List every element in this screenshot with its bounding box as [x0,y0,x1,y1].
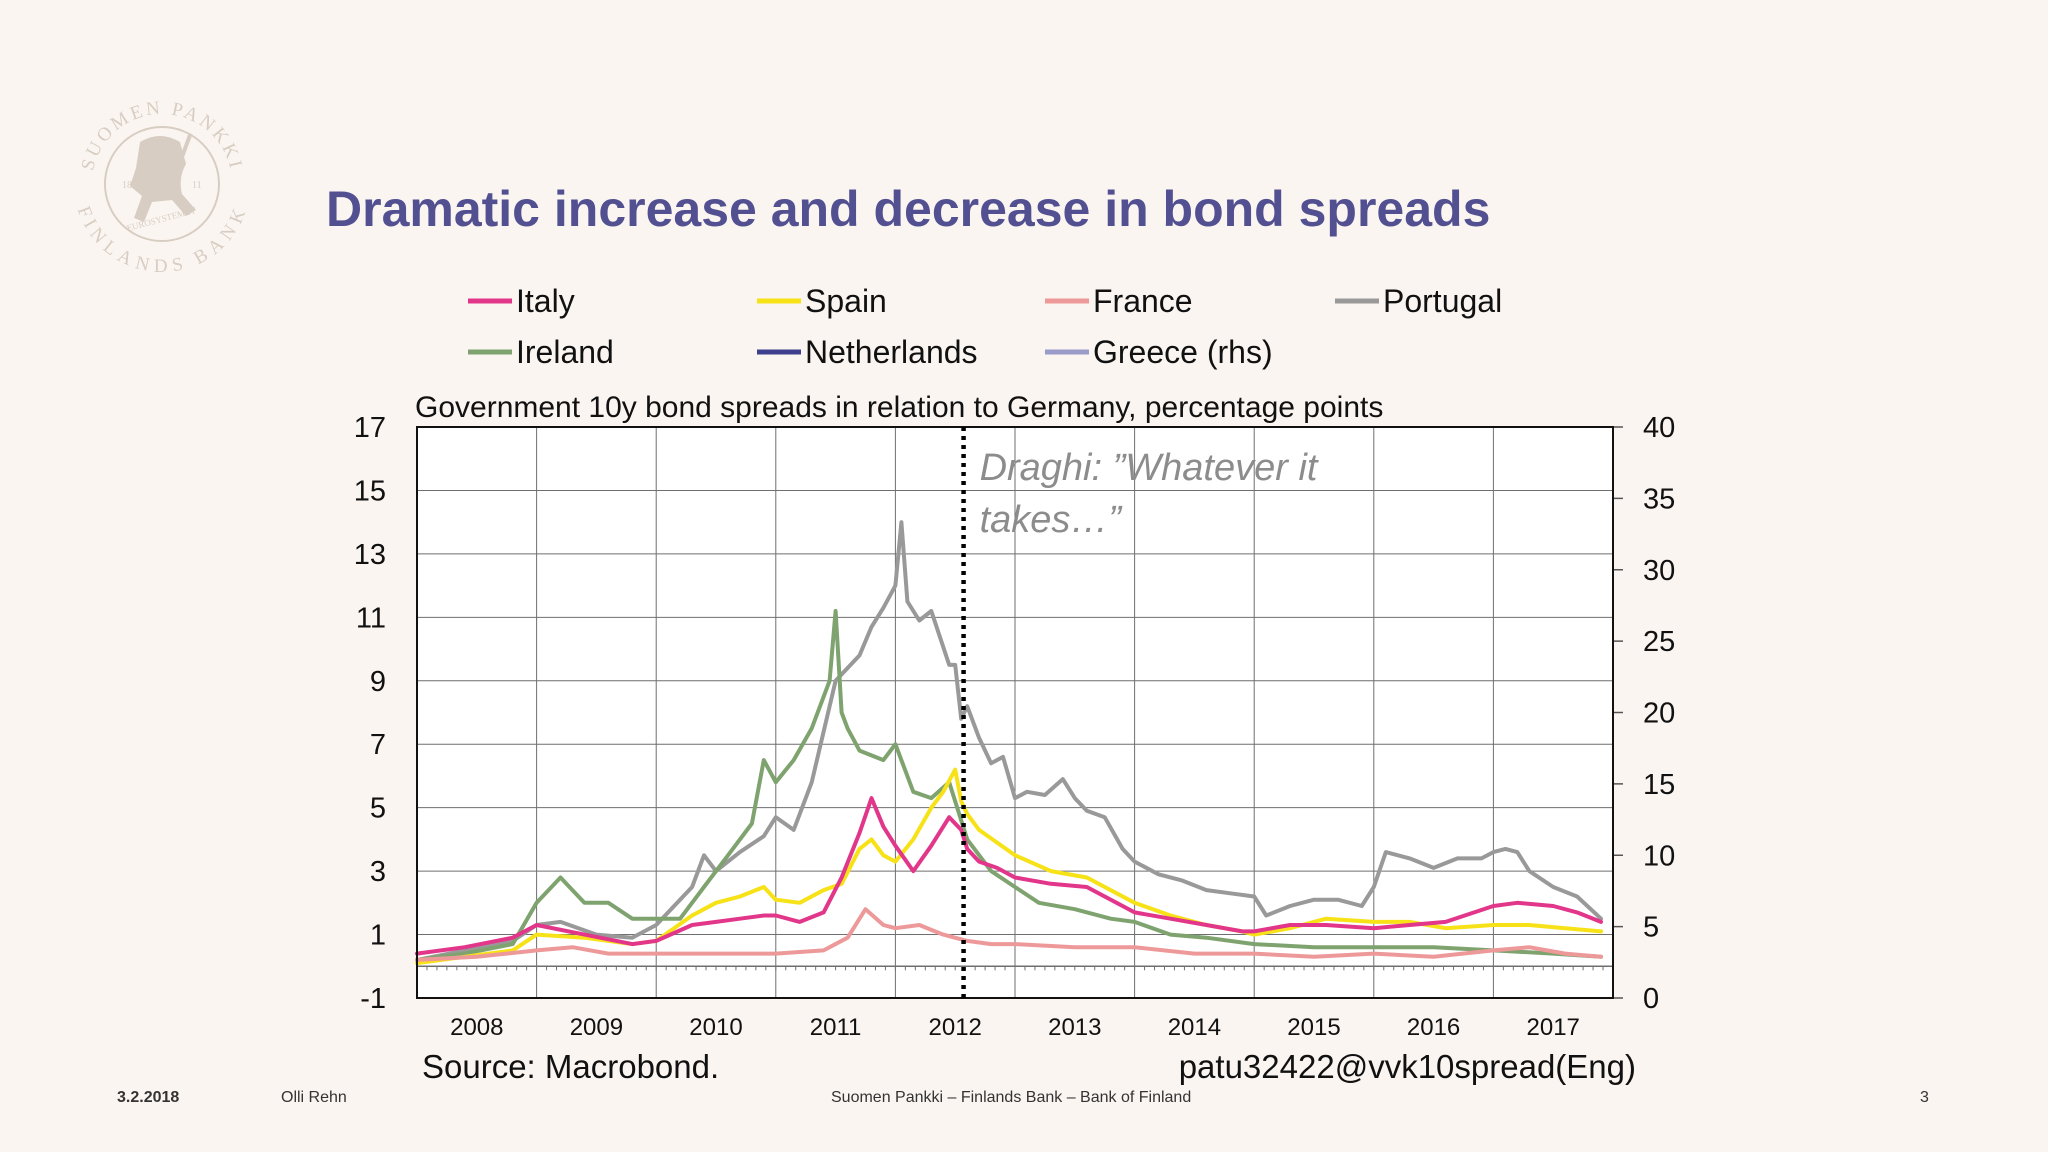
y-right-tick-label: 0 [1643,983,1659,1015]
legend-label: Spain [805,283,887,319]
y-left-tick-label: 5 [370,793,386,825]
chart-code: patu32422@vvk10spread(Eng) [1178,1048,1636,1085]
source-note: Source: Macrobond. [422,1048,720,1085]
y-left-tick-label: 9 [370,666,386,698]
y-right-tick-label: 20 [1643,698,1675,730]
y-left-tick-label: 13 [354,539,386,571]
footer-page-number: 3 [1920,1089,1929,1106]
y-right-tick-label: 10 [1643,840,1675,872]
legend-label: Netherlands [805,334,978,370]
series-line-portugal [415,520,1603,962]
footer-author: Olli Rehn [281,1089,347,1106]
y-right-tick-label: 40 [1643,412,1675,444]
x-tick-label: 2014 [1168,1014,1221,1041]
footer-organization: Suomen Pankki – Finlands Bank – Bank of … [831,1089,1192,1106]
seal-ring [104,126,220,242]
x-tick-label: 2012 [929,1014,982,1041]
series-line-france [415,907,1603,962]
y-right-tick-label: 5 [1643,912,1659,944]
x-tick-label: 2015 [1287,1014,1340,1041]
x-tick-label: 2017 [1527,1014,1580,1041]
footer-date: 3.2.2018 [117,1089,180,1106]
y-left-tick-label: 11 [356,602,386,634]
seal-year-right: 11 [192,180,202,191]
series-line-spain [415,767,1603,966]
x-tick-label: 2009 [570,1014,623,1041]
legend-label: France [1093,283,1193,319]
y-right-tick-label: 25 [1643,626,1675,658]
x-tick-label: 2011 [810,1014,862,1041]
x-tick-label: 2013 [1048,1014,1101,1041]
lion-emblem-icon [130,132,196,222]
chart-title: Government 10y bond spreads in relation … [415,391,1383,424]
x-tick-label: 2016 [1407,1014,1460,1041]
y-left-tick-label: -1 [360,983,386,1015]
legend-label: Italy [516,283,575,319]
slide-title: Dramatic increase and decrease in bond s… [326,181,1491,237]
y-right-tick-label: 30 [1643,555,1675,587]
series-line-ireland [415,609,1603,962]
annotation-text: Draghi: ”Whatever it [980,447,1319,489]
x-tick-label: 2008 [450,1014,503,1041]
annotation-text: takes…” [980,499,1124,541]
legend-label: Ireland [516,334,614,370]
y-right-tick-label: 15 [1643,769,1675,801]
plot-border [416,426,1614,999]
y-left-tick-label: 1 [370,920,386,952]
y-left-tick-label: 7 [370,729,386,761]
bank-seal-logo: SUOMEN PANKKI FINLANDS BANK 18 11 EUROSY… [73,98,249,272]
seal-year-left: 18 [122,180,132,191]
y-right-tick-label: 35 [1643,483,1675,515]
legend-label: Greece (rhs) [1093,334,1273,370]
y-left-tick-label: 3 [370,856,386,888]
legend-label: Portugal [1383,283,1502,319]
y-left-tick-label: 17 [354,412,386,444]
x-tick-label: 2010 [689,1014,742,1041]
series-line-italy [415,796,1603,956]
y-left-tick-label: 15 [354,475,386,507]
